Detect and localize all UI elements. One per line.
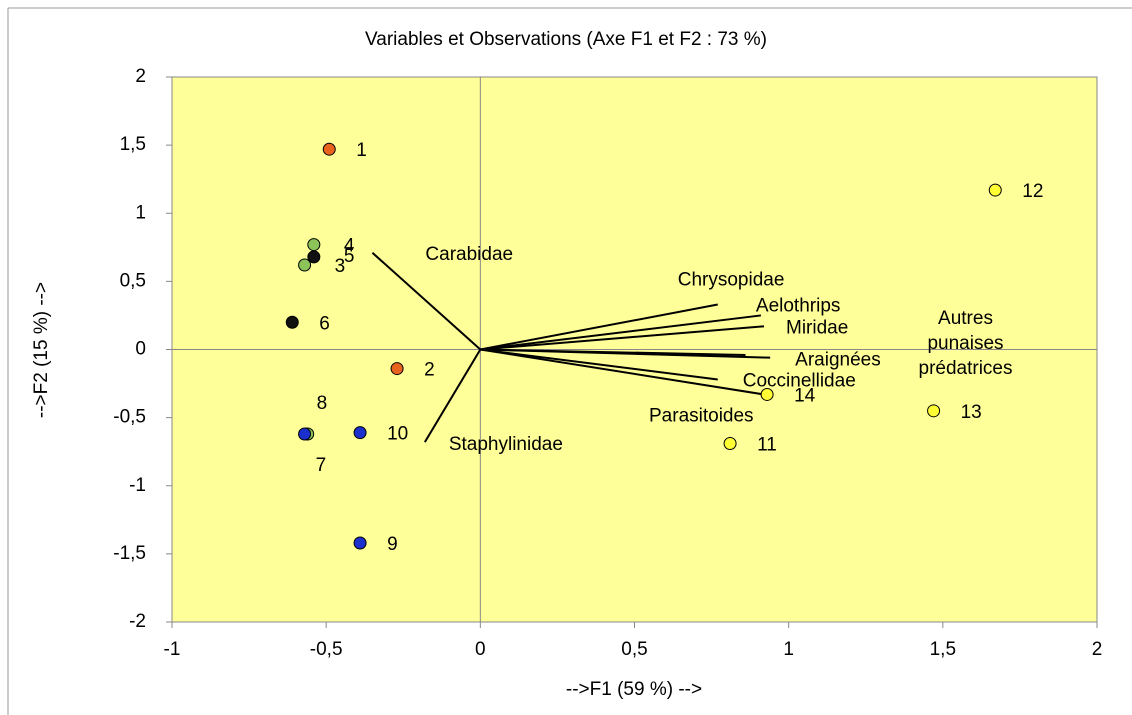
- chart-title: Variables et Observations (Axe F1 et F2 …: [365, 29, 767, 50]
- observation-point: [927, 404, 941, 418]
- observation-point: [298, 427, 312, 441]
- variable-label: Chrysopidae: [678, 270, 785, 291]
- observation-label: 1: [356, 140, 367, 161]
- observation-point: [988, 183, 1002, 197]
- observation-label: 13: [961, 402, 982, 423]
- observation-label: 10: [387, 424, 408, 445]
- variable-vector: [480, 348, 771, 359]
- observation-point: [307, 238, 321, 252]
- y-tick-label: -1: [129, 475, 146, 496]
- observation-label: 8: [317, 393, 328, 414]
- variable-vector: [480, 325, 765, 351]
- variable-label: Carabidae: [425, 244, 513, 265]
- variable-label: Miridae: [786, 317, 848, 338]
- observation-point: [760, 387, 774, 401]
- y-tick-label: 2: [135, 66, 146, 87]
- variable-label: Autres punaises prédatrices: [919, 308, 1013, 379]
- variable-vector: [480, 303, 718, 351]
- x-tick-label: 0: [475, 639, 486, 660]
- y-tick-label: 0: [135, 339, 146, 360]
- observation-point: [723, 437, 737, 451]
- observation-label: 3: [335, 256, 346, 277]
- x-tick-label: 0,5: [621, 639, 647, 660]
- observation-point: [390, 362, 404, 376]
- variable-vector: [371, 252, 482, 351]
- observation-point: [322, 142, 336, 156]
- x-tick-label: 2: [1092, 639, 1103, 660]
- observation-label: 6: [319, 313, 330, 334]
- y-axis-title: -->F2 (15 %) -->: [31, 282, 52, 418]
- y-tick-label: -2: [129, 611, 146, 632]
- y-tick-label: 0,5: [120, 270, 146, 291]
- variable-vector: [423, 348, 482, 443]
- y-tick-label: -1,5: [113, 543, 146, 564]
- x-tick-label: 1: [783, 639, 794, 660]
- observation-label: 2: [424, 360, 435, 381]
- observation-label: 9: [387, 534, 398, 555]
- observation-point: [353, 536, 367, 550]
- variable-label: Aelothrips: [756, 295, 841, 316]
- y-tick-label: -0,5: [113, 407, 146, 428]
- variable-label: Coccinellidae: [743, 370, 856, 391]
- observation-label: 7: [316, 455, 327, 476]
- variable-label: Araignées: [795, 350, 881, 371]
- variable-label: Parasitoides: [649, 405, 754, 426]
- observation-label: 4: [344, 236, 355, 257]
- observation-label: 11: [757, 435, 777, 456]
- observation-point: [285, 315, 299, 329]
- observation-point: [298, 258, 312, 272]
- y-tick-label: 1,5: [120, 134, 146, 155]
- observation-label: 5: [344, 246, 355, 267]
- variable-label: Staphylinidae: [449, 434, 563, 455]
- observation-point: [307, 250, 321, 264]
- variable-vector: [480, 314, 762, 351]
- y-tick-label: 1: [135, 202, 146, 223]
- x-tick-label: 1,5: [930, 639, 956, 660]
- x-tick-label: -1: [164, 639, 181, 660]
- variable-vector: [480, 348, 765, 396]
- variable-vector: [480, 348, 718, 381]
- x-tick-label: -0,5: [310, 639, 343, 660]
- x-axis-title: -->F1 (59 %) -->: [566, 679, 702, 700]
- observation-label: 14: [794, 385, 816, 406]
- observation-label: 12: [1022, 181, 1043, 202]
- observation-point: [353, 426, 367, 440]
